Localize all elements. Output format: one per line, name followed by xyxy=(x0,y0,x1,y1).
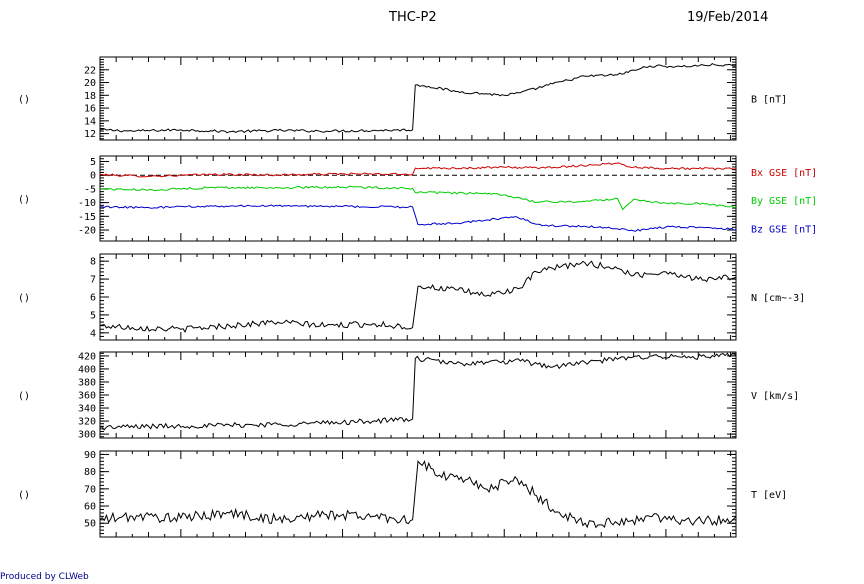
panel-2-frame xyxy=(99,155,737,242)
y-tick-label: -10 xyxy=(78,198,96,209)
y-tick-label: 7 xyxy=(90,275,96,286)
panel-5-left-label: () xyxy=(18,490,30,501)
y-tick-label: 360 xyxy=(78,391,96,402)
series-label: Bz GSE [nT] xyxy=(751,225,817,236)
y-tick-label: -5 xyxy=(84,184,96,195)
y-tick-label: 20 xyxy=(84,78,96,89)
credit-text: Produced by CLWeb xyxy=(0,572,89,582)
series-label: B [nT] xyxy=(751,95,787,106)
series-line-bx xyxy=(99,162,737,178)
series-label: N [cm~-3] xyxy=(751,293,805,304)
y-tick-label: 5 xyxy=(90,157,96,168)
panel-3-left-label: () xyxy=(18,293,30,304)
y-tick-label: 70 xyxy=(84,484,96,495)
series-line-n xyxy=(99,260,737,333)
y-tick-label: 18 xyxy=(84,91,96,102)
plot-title: THC-P2 xyxy=(389,10,437,25)
panel-4-left-label: () xyxy=(18,391,30,402)
y-tick-label: 4 xyxy=(90,328,96,339)
plot-date: 19/Feb/2014 xyxy=(687,10,769,25)
y-tick-label: 8 xyxy=(90,257,96,268)
series-line-v xyxy=(99,352,737,431)
y-tick-label: 400 xyxy=(78,364,96,375)
series-label: T [eV] xyxy=(751,490,787,501)
series-label: Bx GSE [nT] xyxy=(751,168,817,179)
y-tick-label: 6 xyxy=(90,293,96,304)
panel-4-frame xyxy=(99,351,737,439)
y-tick-label: 0 xyxy=(90,171,96,182)
panel-1-frame xyxy=(99,56,737,141)
y-tick-label: 50 xyxy=(84,519,96,530)
y-tick-label: 22 xyxy=(84,65,96,76)
y-tick-label: 80 xyxy=(84,467,96,478)
y-tick-label: 320 xyxy=(78,417,96,428)
y-tick-label: 60 xyxy=(84,502,96,513)
series-line-bz xyxy=(99,204,737,232)
y-tick-label: -15 xyxy=(78,212,96,223)
y-tick-label: 90 xyxy=(84,450,96,461)
series-line-by xyxy=(99,185,737,211)
y-tick-label: 300 xyxy=(78,430,96,441)
panel-2-left-label: () xyxy=(18,195,30,206)
y-tick-label: 12 xyxy=(84,129,96,140)
series-line-t xyxy=(99,460,737,529)
y-tick-label: 380 xyxy=(78,377,96,388)
series-label: V [km/s] xyxy=(751,391,799,402)
panel-5-frame xyxy=(99,450,737,538)
y-tick-label: 14 xyxy=(84,116,96,127)
series-label: By GSE [nT] xyxy=(751,196,817,207)
y-tick-label: 420 xyxy=(78,351,96,362)
y-tick-label: 340 xyxy=(78,404,96,415)
panel-3-frame xyxy=(99,253,737,341)
y-tick-label: 16 xyxy=(84,104,96,115)
panel-1-left-label: () xyxy=(18,95,30,106)
y-tick-label: -20 xyxy=(78,226,96,237)
series-line-b xyxy=(99,62,737,134)
y-tick-label: 5 xyxy=(90,310,96,321)
